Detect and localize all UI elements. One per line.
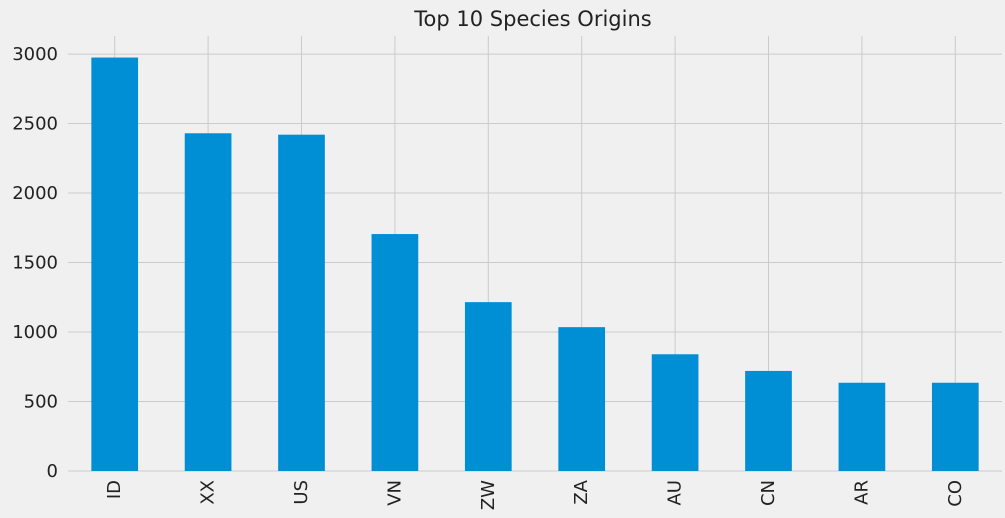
bar-cn (745, 370, 792, 471)
x-tick-label: AU (665, 480, 686, 506)
x-tick-label: ZW (478, 480, 499, 510)
y-tick-label: 1000 (12, 322, 58, 343)
x-tick-label: CO (945, 480, 966, 507)
bars (91, 57, 979, 471)
x-tick-label: CN (758, 480, 779, 506)
bar-au (651, 354, 699, 471)
bar-us (278, 134, 325, 471)
x-tick-label: AR (851, 480, 872, 505)
y-tick-label: 2000 (12, 183, 58, 204)
x-tick-label: VN (384, 480, 405, 506)
y-axis-tick-labels: 0 500 1000 1500 2000 2500 3000 (12, 44, 58, 482)
bar-vn (371, 234, 419, 471)
bar-id (91, 57, 139, 471)
bar-za (558, 327, 606, 471)
x-axis-tick-labels: ID XX US VN ZW ZA AU CN AR CO (104, 479, 966, 510)
bar-co (931, 382, 979, 471)
x-tick-label: ID (104, 480, 125, 499)
y-tick-label: 1500 (12, 253, 58, 274)
y-tick-label: 0 (47, 461, 58, 482)
chart-title: Top 10 Species Origins (413, 7, 651, 31)
y-tick-label: 2500 (12, 114, 58, 135)
bar-ar (838, 382, 886, 471)
y-tick-label: 500 (24, 392, 58, 413)
x-tick-label: ZA (571, 479, 592, 504)
x-tick-label: XX (198, 480, 219, 505)
x-tick-label: US (291, 480, 312, 505)
bar-xx (184, 133, 232, 471)
bar-zw (464, 302, 512, 471)
y-tick-label: 3000 (12, 44, 58, 65)
